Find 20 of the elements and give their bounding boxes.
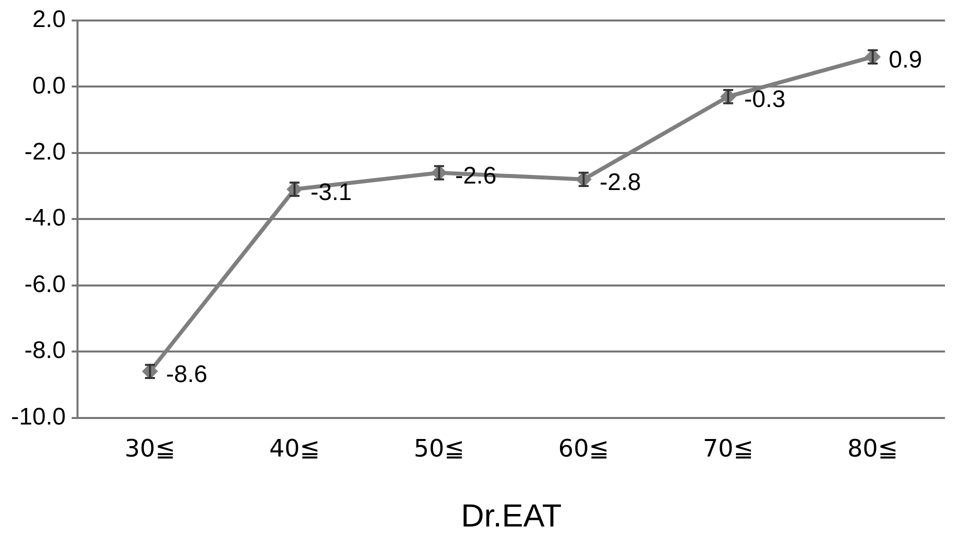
x-tick-label: 70≦	[702, 434, 754, 462]
x-tick-label: 80≦	[847, 434, 898, 462]
data-label: -0.3	[744, 86, 786, 114]
x-tick-label: 50≦	[414, 434, 464, 462]
y-tick-label: 0.0	[32, 72, 66, 100]
data-label: 0.9	[888, 46, 922, 74]
data-label: -2.8	[600, 168, 641, 196]
data-label: -2.6	[455, 162, 496, 190]
y-tick-label: -10.0	[11, 403, 66, 430]
x-tick-label: 30≦	[124, 434, 176, 462]
y-tick-label: 2.0	[32, 6, 66, 34]
y-tick-label: -2.0	[24, 138, 66, 166]
data-label: -8.6	[166, 361, 208, 388]
y-tick-label: -4.0	[24, 204, 66, 232]
y-tick-label: -6.0	[24, 270, 66, 298]
y-tick-label: -8.0	[24, 337, 66, 364]
x-tick-label: 40≦	[269, 434, 320, 462]
data-label: -3.1	[310, 178, 352, 206]
x-tick-label: 60≦	[558, 434, 609, 462]
x-axis-title: Dr.EAT	[460, 498, 562, 534]
